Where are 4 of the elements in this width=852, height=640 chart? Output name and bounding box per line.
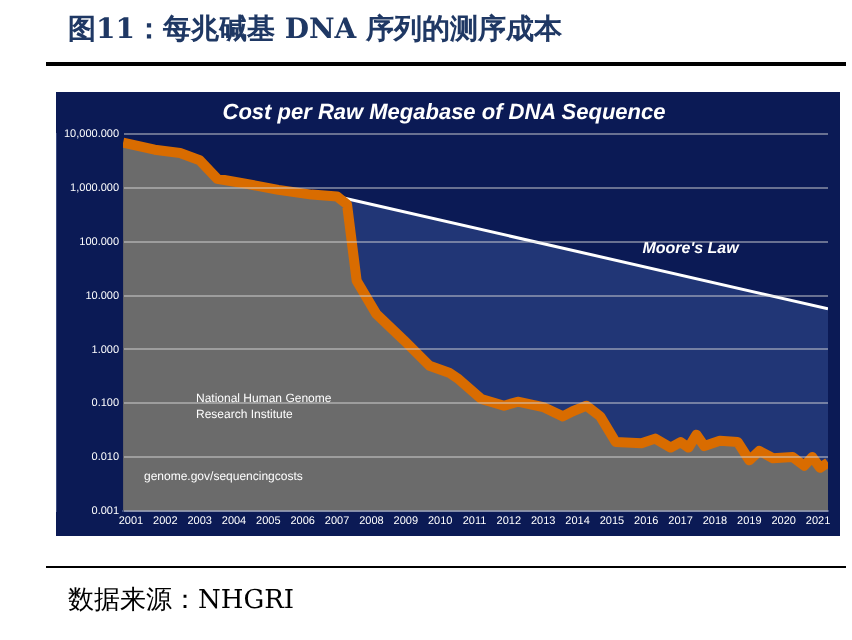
chart-title: 图11：每兆碱基 DNA 序列的测序成本 [68,12,563,48]
source-note: 数据来源：NHGRI [68,584,295,618]
series-label: Moore's Law [642,239,741,258]
chart-subtitle: Cost per Raw Megabase of DNA Sequence [222,101,666,126]
